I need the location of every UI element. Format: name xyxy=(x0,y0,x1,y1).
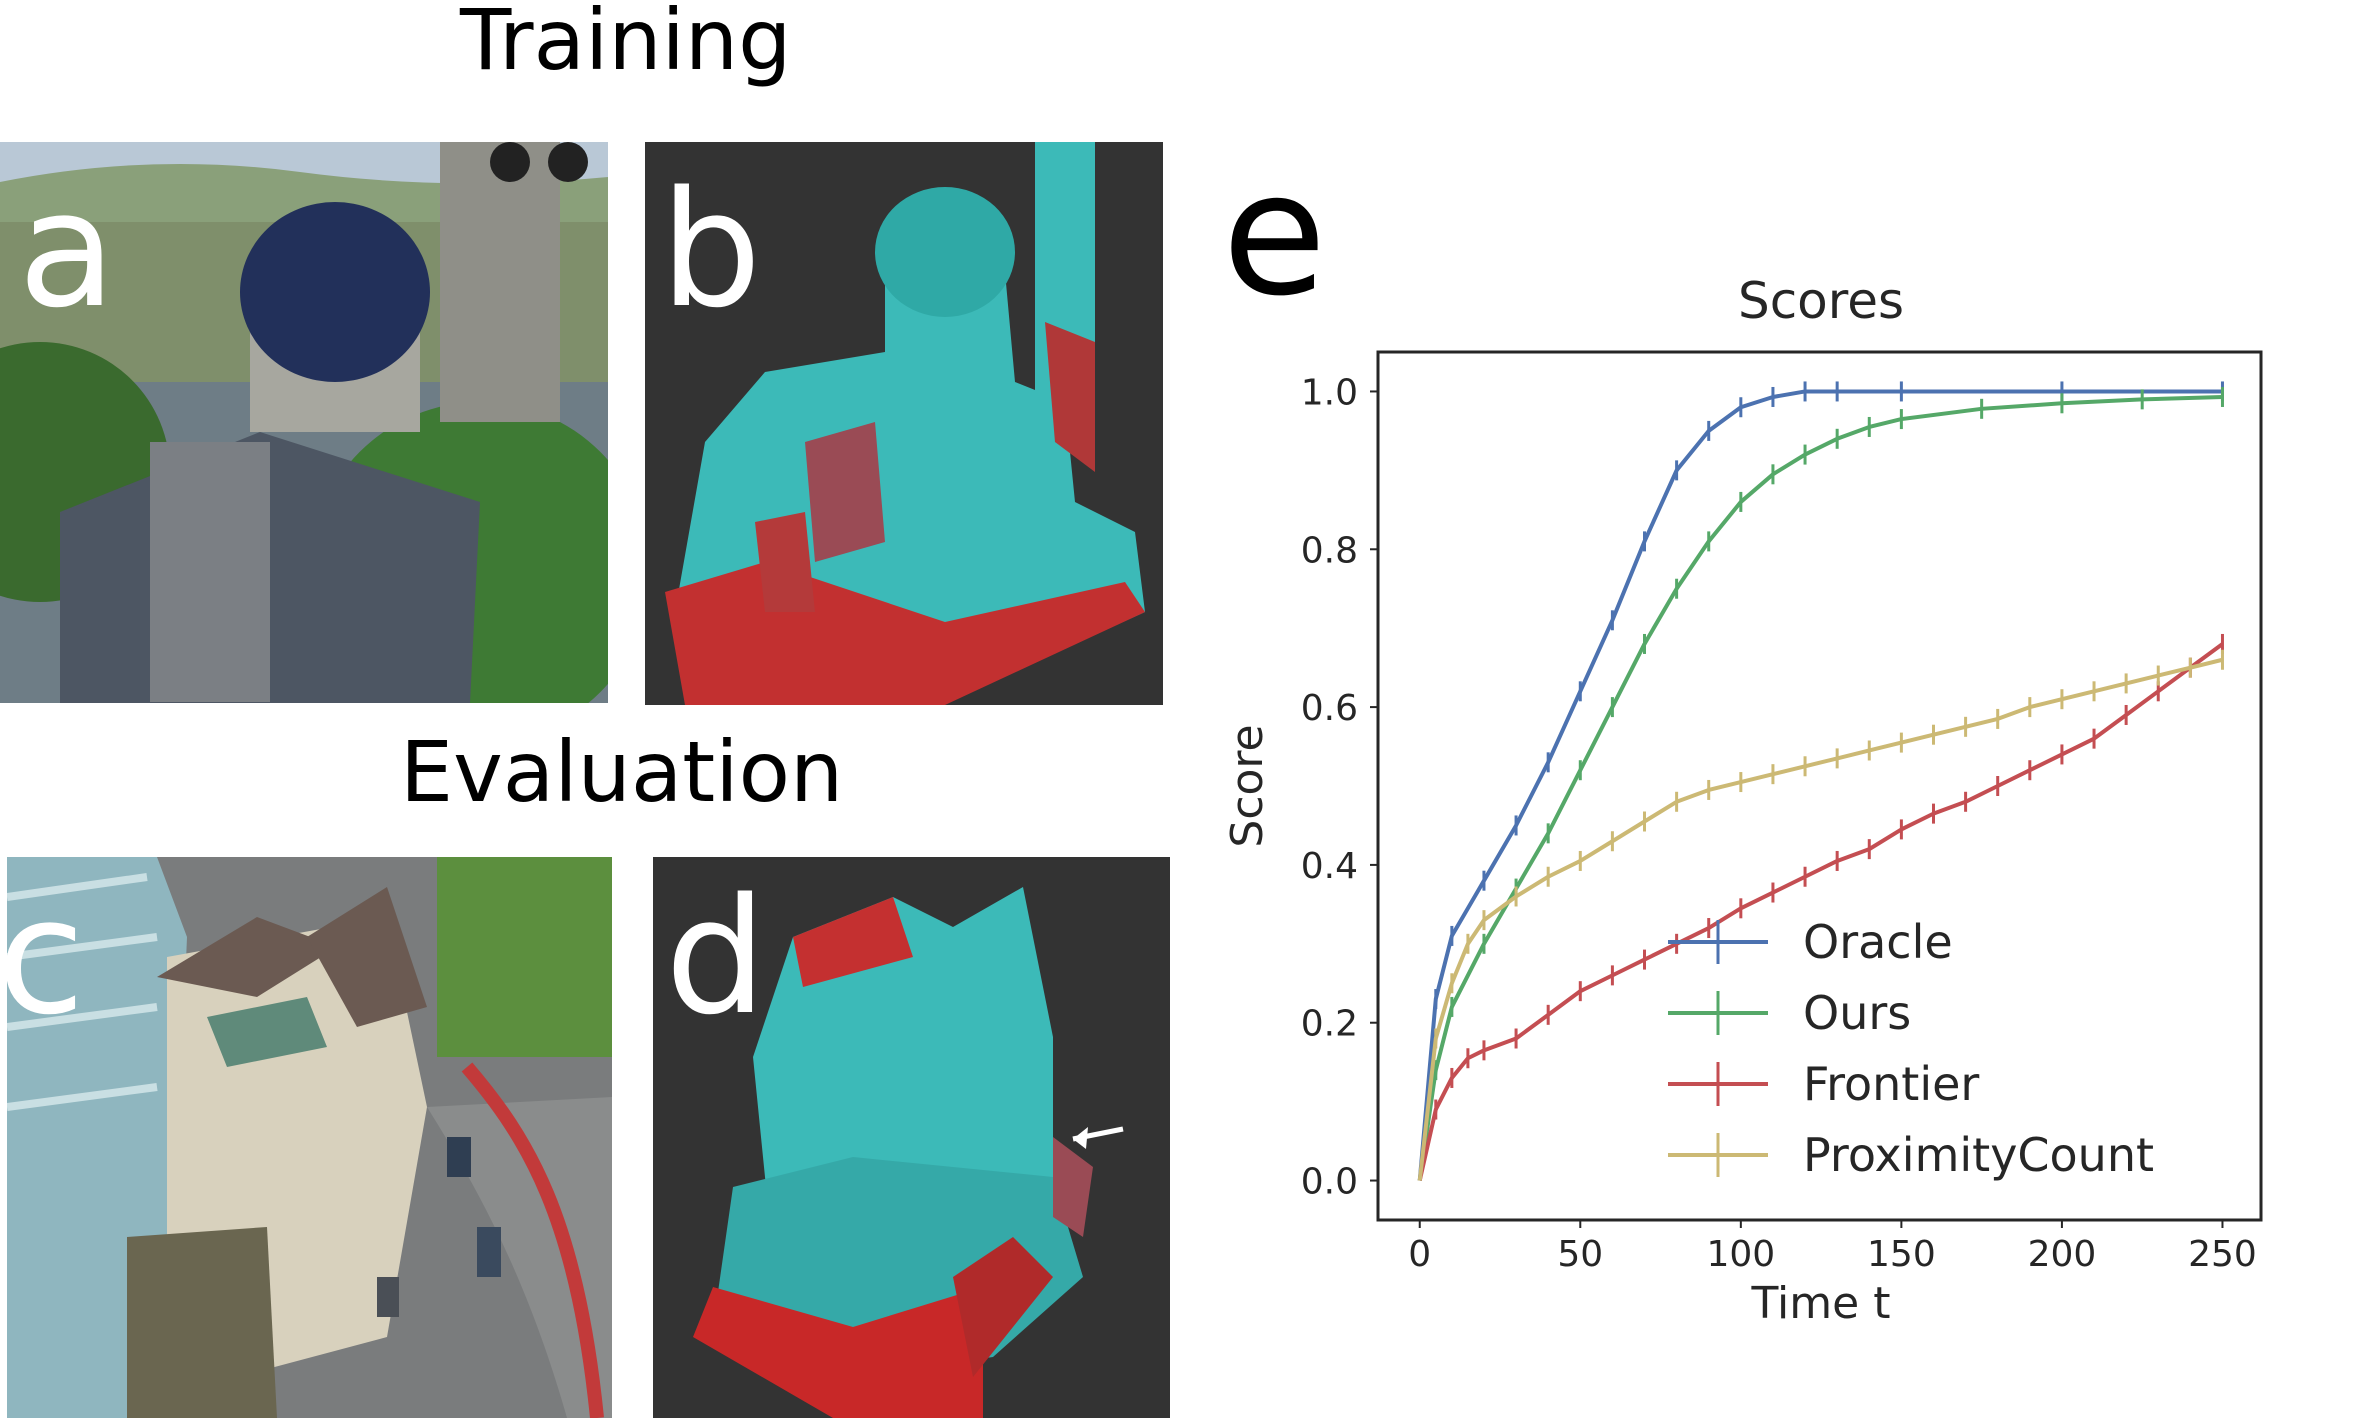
evaluation-title: Evaluation xyxy=(400,723,844,821)
x-tick-label: 150 xyxy=(1867,1234,1936,1275)
panel-d-building-voxel-model: d xyxy=(653,857,1170,1418)
legend: Oracle Ours Frontier ProximityCount xyxy=(1668,915,2154,1182)
y-axis-label: Score xyxy=(1222,724,1273,847)
panel-a-church-photo: a xyxy=(0,142,608,703)
x-tick-label: 50 xyxy=(1557,1234,1603,1275)
scores-chart-svg: Scores 0.0 0.2 0.4 0.6 0.8 1.0 0 50 100 150 200 25… xyxy=(1222,272,2263,1329)
panel-e-label: e xyxy=(1222,136,1327,334)
training-title: Training xyxy=(460,0,792,89)
series-layer xyxy=(1417,381,2224,1181)
panel-b-church-voxel-model: b xyxy=(645,142,1163,705)
panel-c-label: c xyxy=(7,863,85,1050)
legend-label-oracle: Oracle xyxy=(1803,915,1953,969)
series-line-oracle xyxy=(1417,389,2223,1181)
y-tick-label: 0.8 xyxy=(1301,530,1358,571)
y-tick-label: 0.4 xyxy=(1301,846,1358,887)
x-axis-label: Time t xyxy=(1751,1278,1891,1329)
y-tick-label: 0.6 xyxy=(1301,688,1358,729)
legend-label-ours: Ours xyxy=(1803,986,1911,1040)
y-tick-label: 0.2 xyxy=(1301,1004,1358,1045)
church-voxel-image xyxy=(645,142,1163,705)
legend-label-frontier: Frontier xyxy=(1803,1057,1979,1111)
y-tick-label: 0.0 xyxy=(1301,1162,1358,1203)
y-tick-label: 1.0 xyxy=(1301,372,1358,413)
legend-label-proximitycount: ProximityCount xyxy=(1803,1128,2154,1182)
building-photo-image xyxy=(7,857,612,1418)
scores-chart: Scores 0.0 0.2 0.4 0.6 0.8 1.0 0 50 100 150 200 25… xyxy=(1200,260,2361,1360)
panel-c-building-photo: c xyxy=(7,857,612,1418)
series-line-proximitycount xyxy=(1417,657,2223,1181)
chart-title: Scores xyxy=(1738,272,1904,330)
panel-b-label: b xyxy=(660,156,762,343)
x-tick-label: 100 xyxy=(1706,1234,1775,1275)
x-tick-label: 0 xyxy=(1408,1234,1431,1275)
building-voxel-image xyxy=(653,857,1170,1418)
x-tick-label: 250 xyxy=(2188,1234,2257,1275)
y-axis-ticks: 0.0 0.2 0.4 0.6 0.8 1.0 xyxy=(1301,372,1378,1203)
plot-frame xyxy=(1376,350,2263,1222)
x-tick-label: 200 xyxy=(2028,1234,2097,1275)
panel-a-label: a xyxy=(18,156,117,343)
church-photo-image xyxy=(0,142,608,703)
x-axis-ticks: 0 50 100 150 200 250 xyxy=(1408,1220,2257,1275)
series-line-frontier xyxy=(1417,642,2224,1181)
panel-d-label: d xyxy=(665,863,767,1050)
